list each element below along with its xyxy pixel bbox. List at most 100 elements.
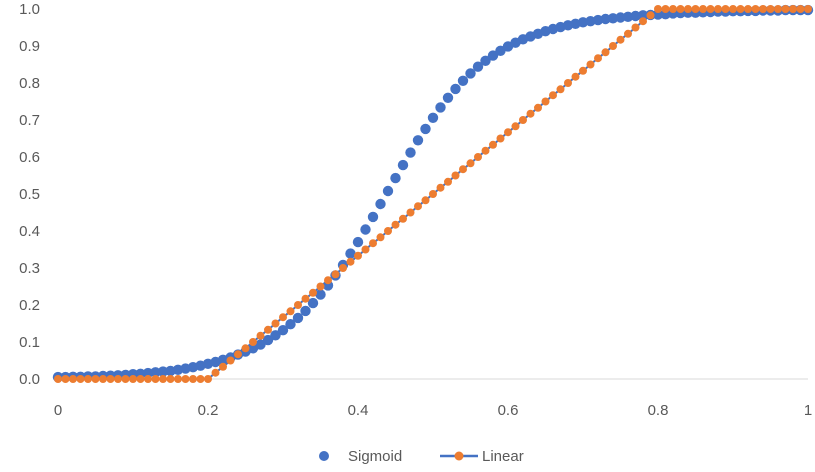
data-point-linear	[91, 375, 100, 383]
data-point-sigmoid	[622, 11, 634, 22]
data-point-linear	[549, 91, 557, 100]
y-tick-label: 0.3	[19, 260, 40, 277]
y-tick-label: 0.0	[19, 371, 40, 388]
data-point-linear	[339, 264, 347, 272]
data-point-linear	[519, 116, 527, 124]
data-point-sigmoid	[435, 102, 446, 113]
data-point-sigmoid	[405, 147, 416, 158]
data-point-linear	[354, 251, 362, 260]
data-point-linear	[99, 375, 107, 383]
data-point-linear	[256, 331, 265, 340]
y-tick-label: 0.6	[19, 149, 40, 166]
data-point-linear	[271, 319, 280, 328]
data-point-linear	[301, 294, 310, 303]
data-point-linear	[721, 5, 730, 13]
data-point-linear	[421, 196, 430, 205]
data-point-sigmoid	[472, 61, 484, 72]
data-point-linear	[489, 140, 497, 149]
data-point-linear	[346, 257, 355, 266]
data-point-linear	[676, 5, 685, 13]
data-point-linear	[309, 288, 317, 297]
data-point-linear	[174, 375, 182, 383]
data-point-linear	[699, 5, 707, 13]
data-point-linear	[736, 5, 745, 13]
data-point-linear	[54, 375, 62, 383]
data-point-linear	[106, 375, 115, 383]
data-point-linear	[234, 350, 242, 359]
data-point-linear	[744, 5, 752, 13]
data-point-linear	[294, 301, 302, 309]
x-tick-label: 0.8	[648, 402, 669, 419]
data-point-linear	[61, 375, 70, 383]
data-point-linear	[796, 5, 805, 13]
data-point-linear	[474, 153, 482, 161]
data-point-linear	[481, 146, 490, 155]
data-point-sigmoid	[450, 83, 461, 95]
data-point-linear	[361, 245, 370, 254]
data-point-linear	[766, 5, 775, 13]
data-point-linear	[789, 5, 797, 13]
data-point-linear	[264, 325, 272, 334]
data-point-sigmoid	[300, 305, 311, 317]
data-point-linear	[69, 375, 77, 383]
data-point-linear	[706, 5, 715, 13]
data-point-linear	[504, 128, 512, 137]
data-point-linear	[316, 282, 325, 291]
data-point-linear	[114, 375, 122, 383]
data-point-linear	[219, 362, 227, 371]
data-point-linear	[751, 5, 760, 13]
series-layer	[52, 4, 814, 383]
data-point-linear	[609, 42, 617, 50]
legend-label-sigmoid: Sigmoid	[348, 448, 402, 465]
data-point-linear	[286, 307, 295, 316]
data-point-linear	[331, 270, 340, 279]
data-point-linear	[151, 375, 160, 383]
data-point-sigmoid	[277, 325, 289, 336]
data-point-linear	[684, 5, 692, 13]
data-point-linear	[774, 5, 782, 13]
data-point-sigmoid	[600, 13, 611, 25]
data-point-linear	[436, 183, 445, 192]
data-point-sigmoid	[480, 55, 491, 66]
data-point-sigmoid	[495, 45, 506, 56]
y-tick-label: 0.7	[19, 112, 40, 129]
data-point-linear	[654, 5, 662, 13]
data-point-sigmoid	[255, 339, 266, 350]
data-point-linear	[376, 233, 385, 242]
data-point-sigmoid	[150, 367, 161, 378]
data-point-linear	[384, 227, 392, 235]
data-point-sigmoid	[142, 367, 154, 379]
data-point-sigmoid	[352, 236, 364, 248]
data-point-linear	[196, 375, 205, 383]
data-point-linear	[181, 375, 190, 383]
data-point-linear	[639, 17, 647, 26]
legend-marker-linear	[454, 451, 464, 461]
data-point-linear	[646, 11, 655, 20]
legend-label-linear: Linear	[482, 448, 524, 465]
series-linear	[54, 5, 812, 383]
data-point-linear	[781, 5, 790, 13]
data-point-linear	[211, 368, 220, 377]
data-point-linear	[159, 375, 167, 383]
data-point-linear	[204, 375, 212, 383]
data-point-linear	[579, 66, 587, 75]
data-point-sigmoid	[412, 135, 424, 146]
data-point-linear	[691, 5, 700, 13]
legend: Sigmoid Linear	[319, 448, 524, 465]
data-point-linear	[429, 190, 437, 198]
x-tick-label: 0.4	[348, 402, 369, 419]
data-point-sigmoid	[382, 185, 394, 197]
data-point-linear	[534, 103, 542, 112]
data-point-linear	[586, 60, 595, 69]
data-point-linear	[189, 375, 197, 383]
data-point-sigmoid	[420, 123, 431, 135]
y-tick-label: 0.5	[19, 186, 40, 203]
data-point-linear	[129, 375, 137, 383]
y-tick-label: 0.8	[19, 75, 40, 92]
data-point-linear	[166, 375, 175, 383]
data-point-linear	[616, 35, 625, 44]
y-axis-tick-labels: 0.0 0.1 0.2 0.3 0.4 0.5 0.6 0.7 0.8 0.9 1.0	[19, 1, 40, 388]
data-point-linear	[661, 5, 670, 13]
data-point-linear	[136, 375, 145, 383]
